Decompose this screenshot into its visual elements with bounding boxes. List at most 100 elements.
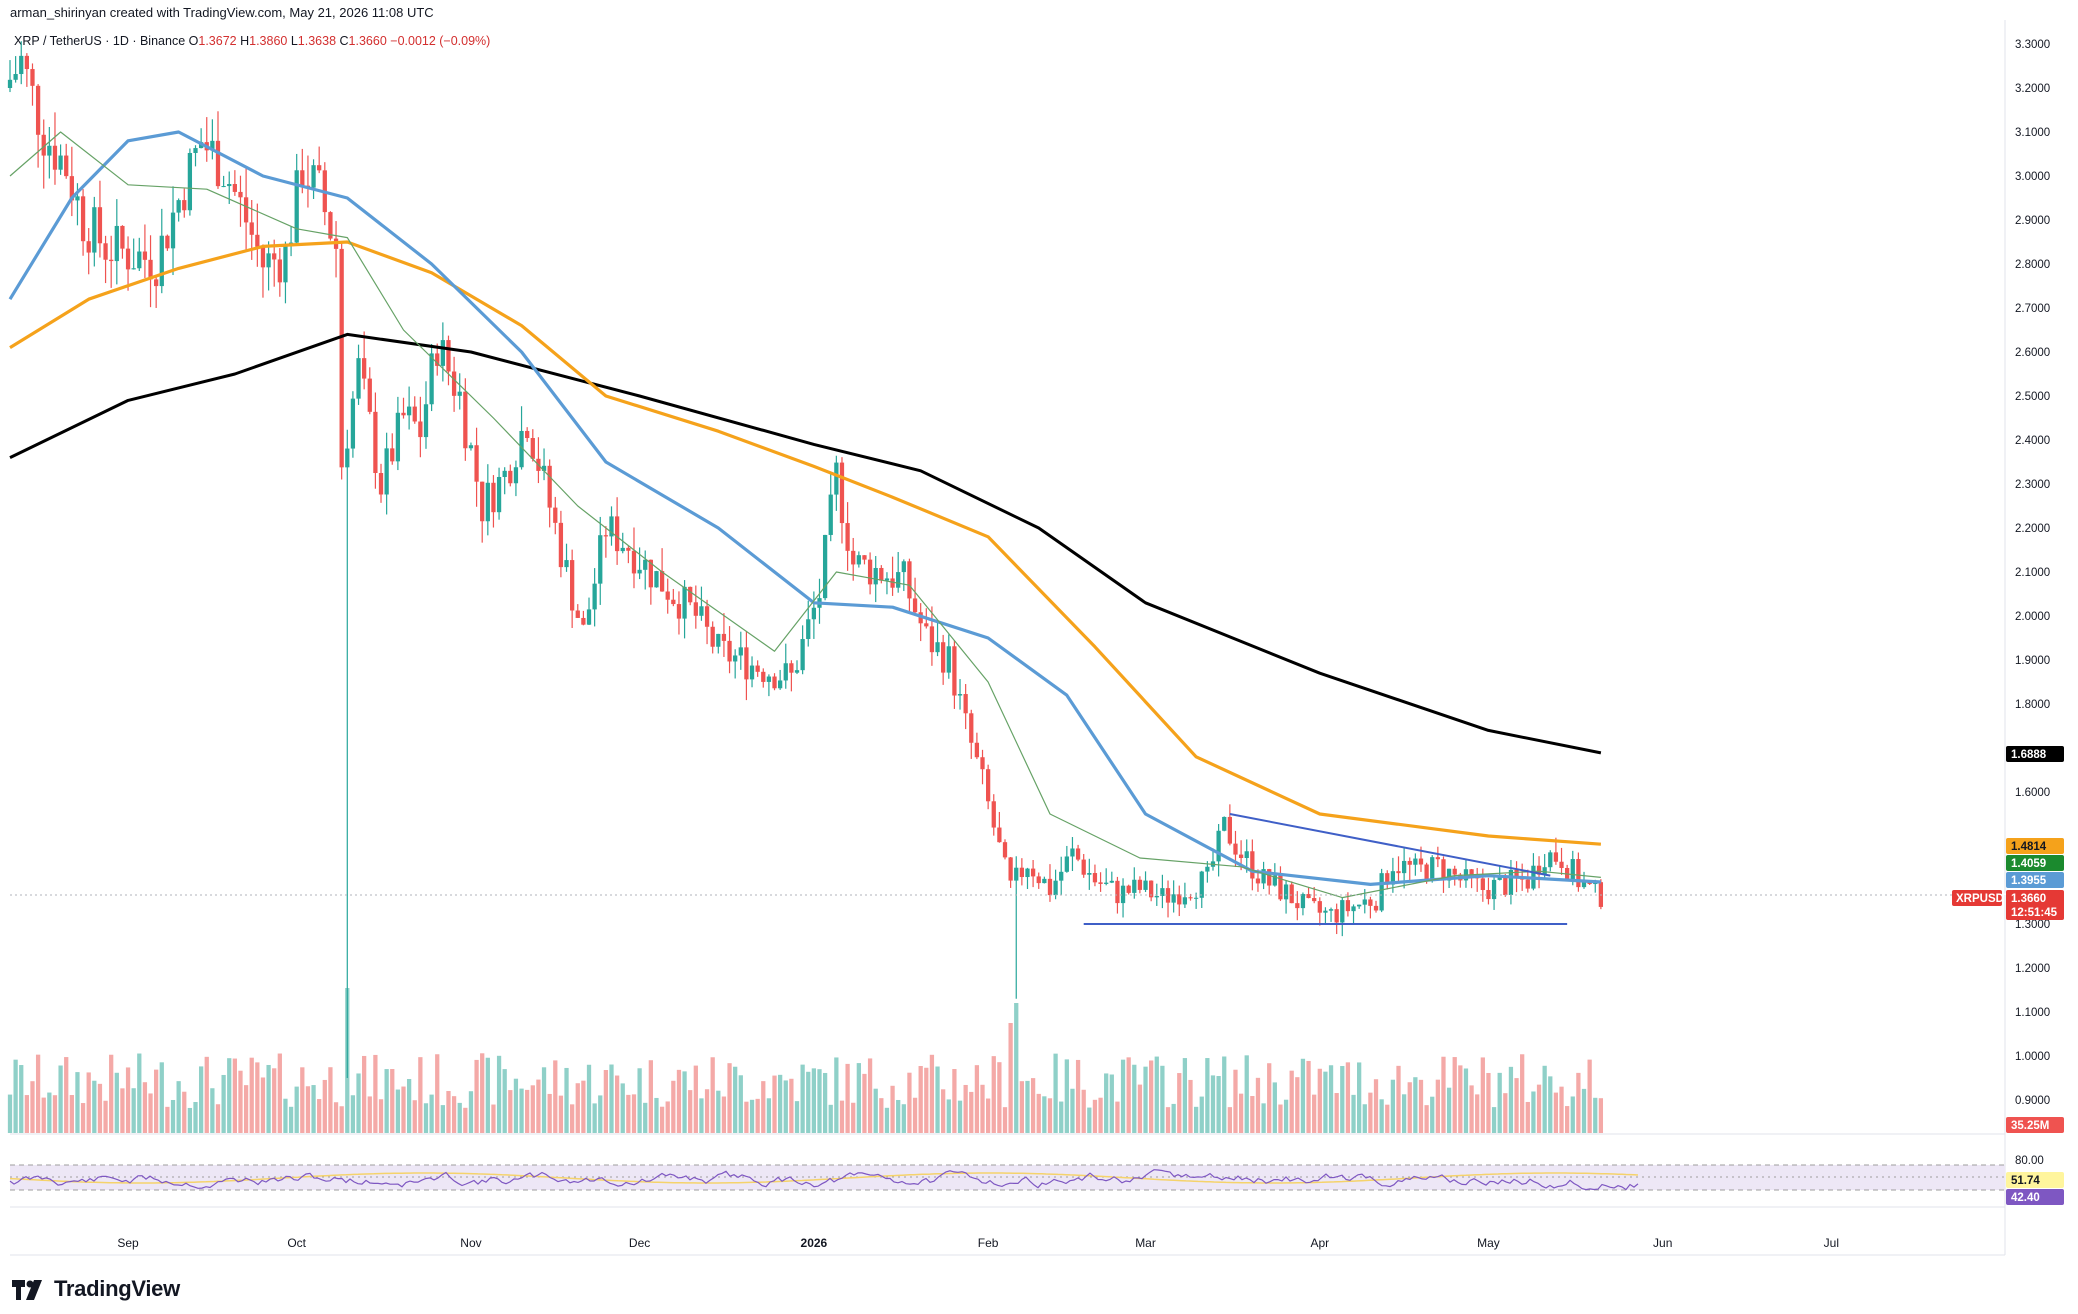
candle-body xyxy=(446,340,451,372)
volume-bar xyxy=(114,1072,119,1133)
volume-bar xyxy=(778,1074,783,1133)
volume-bar xyxy=(75,1072,80,1133)
candle-body xyxy=(1030,868,1036,877)
price-chart[interactable]: 3.3000 3.2000 3.1000 3.0000 2.9000 2.8000 2.70… xyxy=(0,0,2078,1270)
candle-body xyxy=(1261,869,1266,884)
candle-body xyxy=(1418,858,1424,865)
candle-body xyxy=(564,560,569,568)
candle-body xyxy=(1149,880,1154,898)
candle-body xyxy=(682,586,687,619)
high-label: H xyxy=(240,34,250,48)
candle-body xyxy=(1087,873,1092,875)
candle-body xyxy=(806,619,811,640)
volume-bar xyxy=(1250,1096,1255,1133)
price-tick-label: 3.0000 xyxy=(2015,171,2050,183)
candle-body xyxy=(744,647,749,680)
candle-body xyxy=(1115,880,1120,904)
candle-body xyxy=(727,640,732,662)
candle-body xyxy=(283,246,288,283)
volume-bar xyxy=(1570,1096,1575,1133)
volume-bar xyxy=(333,1102,339,1133)
candle-body xyxy=(1233,843,1238,855)
volume-bar xyxy=(1120,1059,1126,1133)
tradingview-logo[interactable]: TradingView xyxy=(12,1276,180,1302)
candle-body xyxy=(659,571,665,592)
symbol-name[interactable]: XRP / TetherUS · 1D · Binance xyxy=(14,34,186,48)
volume-bar xyxy=(1126,1057,1131,1133)
candle-body xyxy=(890,578,895,588)
volume-bar xyxy=(1430,1096,1435,1133)
volume-bar xyxy=(1334,1093,1339,1133)
candle-body xyxy=(249,222,254,235)
volume-bar xyxy=(1137,1084,1143,1133)
volume-bar xyxy=(435,1054,440,1133)
candle-body xyxy=(463,391,468,449)
time-axis[interactable]: Sep Oct Nov Dec 2026 Feb Mar Apr May Jun Jul xyxy=(117,1236,1839,1250)
volume-bar xyxy=(1238,1093,1244,1133)
volume-bar xyxy=(1171,1103,1176,1133)
volume-bar xyxy=(373,1054,378,1133)
candle-body xyxy=(165,235,170,249)
volume-bar xyxy=(974,1065,980,1133)
candle-body xyxy=(867,559,873,585)
volume-bar xyxy=(727,1063,732,1133)
price-tick-label: 2.1000 xyxy=(2015,567,2050,579)
volume-bar xyxy=(1177,1073,1182,1133)
volume-bar xyxy=(789,1078,794,1133)
candle-body xyxy=(1227,816,1232,844)
price-tick-label: 1.8000 xyxy=(2015,699,2050,711)
candle-body xyxy=(170,212,176,249)
candle-body xyxy=(1317,901,1322,913)
volume-bar xyxy=(671,1080,676,1133)
volume-bar xyxy=(109,1054,114,1133)
volume-bar xyxy=(525,1089,530,1133)
volume-bar xyxy=(581,1080,586,1133)
volume-bar xyxy=(676,1069,682,1133)
volume-bar xyxy=(215,1104,221,1133)
volume-bar xyxy=(13,1059,18,1133)
candle-body xyxy=(451,371,457,396)
open-label: O xyxy=(188,34,199,48)
candle-body xyxy=(541,465,547,471)
candle-body xyxy=(58,155,63,170)
candle-body xyxy=(373,411,378,474)
volume-bar xyxy=(1092,1099,1098,1133)
candle-body xyxy=(991,801,996,828)
close-value: 1.3660 xyxy=(348,34,387,48)
volume-bar xyxy=(401,1086,406,1133)
candle-body xyxy=(1283,884,1289,900)
candle-body xyxy=(148,259,153,280)
candle-body xyxy=(1396,871,1401,874)
volume-bar xyxy=(502,1069,507,1133)
volume-bar xyxy=(41,1097,46,1133)
volume-bar xyxy=(575,1083,580,1133)
candle-body xyxy=(1064,856,1069,872)
candle-body xyxy=(395,412,401,462)
volume-bar xyxy=(19,1065,24,1133)
candle-body xyxy=(1508,869,1514,895)
volume-bar xyxy=(1368,1092,1373,1133)
volume-bar xyxy=(395,1089,401,1133)
volume-bar xyxy=(811,1068,817,1133)
volume-bar xyxy=(148,1093,153,1133)
candle-body xyxy=(1081,859,1086,875)
time-tick-label: Mar xyxy=(1135,1236,1156,1250)
volume-bar xyxy=(1160,1065,1165,1133)
candle-body xyxy=(648,559,653,588)
volume-bar xyxy=(1390,1079,1396,1133)
price-axis[interactable]: 3.3000 3.2000 3.1000 3.0000 2.9000 2.8000 2.70… xyxy=(2015,39,2050,1167)
time-tick-label: Oct xyxy=(287,1236,306,1250)
candle-body xyxy=(553,507,558,523)
volume-bar xyxy=(1188,1079,1193,1133)
tradingview-logo-text: TradingView xyxy=(54,1276,180,1301)
candle-body xyxy=(789,663,794,673)
time-tick-label: Sep xyxy=(117,1236,139,1250)
volume-bar xyxy=(1593,1097,1598,1133)
candle-body xyxy=(614,516,620,552)
price-tick-label: 2.0000 xyxy=(2015,611,2050,623)
candle-body xyxy=(1014,867,1019,881)
candle-body xyxy=(243,197,249,223)
candle-body xyxy=(260,246,266,268)
candle-body xyxy=(64,155,69,177)
volume-bar xyxy=(648,1060,653,1133)
